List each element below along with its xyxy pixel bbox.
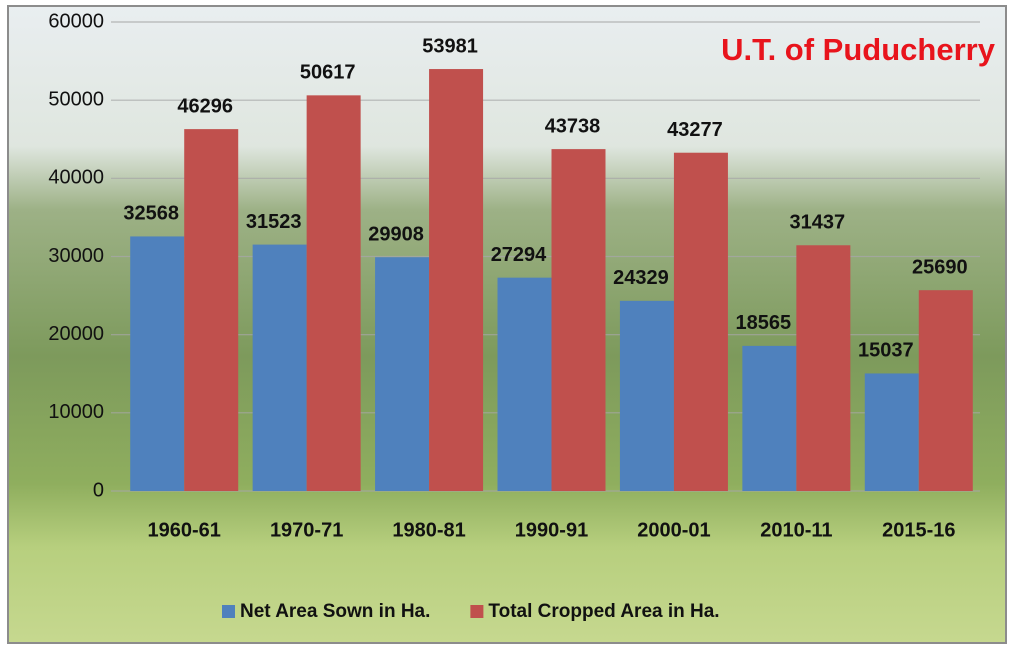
value-label: 31437 xyxy=(790,212,846,234)
value-label: 15037 xyxy=(858,340,914,362)
bar xyxy=(552,149,606,491)
y-tick-label: 20000 xyxy=(48,323,104,345)
legend-label: Total Cropped Area in Ha. xyxy=(488,601,719,622)
bar xyxy=(865,373,919,491)
value-label: 43738 xyxy=(545,115,601,137)
y-tick-label: 40000 xyxy=(48,167,104,189)
y-tick-label: 30000 xyxy=(48,245,104,267)
bar xyxy=(674,153,728,491)
bar xyxy=(307,95,361,491)
value-label: 53981 xyxy=(422,35,478,57)
legend-label: Net Area Sown in Ha. xyxy=(240,601,430,622)
value-label: 29908 xyxy=(368,224,424,246)
page: {"chart_data": {"type": "bar", "title": … xyxy=(0,0,1014,656)
value-label: 27294 xyxy=(491,244,547,266)
x-tick-label: 2010-11 xyxy=(760,519,832,541)
x-tick-label: 2000-01 xyxy=(637,519,710,541)
bar xyxy=(184,129,238,491)
y-tick-label: 10000 xyxy=(48,401,104,423)
bar xyxy=(919,290,973,491)
bar xyxy=(498,278,552,491)
value-label: 50617 xyxy=(300,62,356,84)
y-tick-label: 60000 xyxy=(48,10,104,32)
legend-swatch xyxy=(470,605,483,618)
chart-title: U.T. of Puducherry xyxy=(721,32,996,67)
bar xyxy=(130,236,184,491)
bar xyxy=(253,245,307,491)
bar xyxy=(796,245,850,491)
value-label: 25690 xyxy=(912,256,968,278)
legend-swatch xyxy=(222,605,235,618)
x-tick-label: 1990-91 xyxy=(515,519,588,541)
value-label: 18565 xyxy=(736,312,792,334)
value-label: 43277 xyxy=(667,119,723,141)
y-tick-label: 50000 xyxy=(48,88,104,110)
chart: U.T. of Puducherry Net Area Sown in Ha. T… xyxy=(0,0,1014,651)
y-tick-label: 0 xyxy=(93,479,104,501)
value-label: 46296 xyxy=(177,95,233,117)
bar xyxy=(620,301,674,491)
x-tick-label: 1970-71 xyxy=(270,519,343,541)
bar xyxy=(375,257,429,491)
x-tick-label: 1960-61 xyxy=(148,519,221,541)
bar xyxy=(742,346,796,491)
value-label: 31523 xyxy=(246,211,302,233)
value-label: 32568 xyxy=(123,203,179,225)
value-label: 24329 xyxy=(613,267,669,289)
x-tick-label: 2015-16 xyxy=(882,519,955,541)
x-tick-label: 1980-81 xyxy=(392,519,465,541)
bar xyxy=(429,69,483,491)
